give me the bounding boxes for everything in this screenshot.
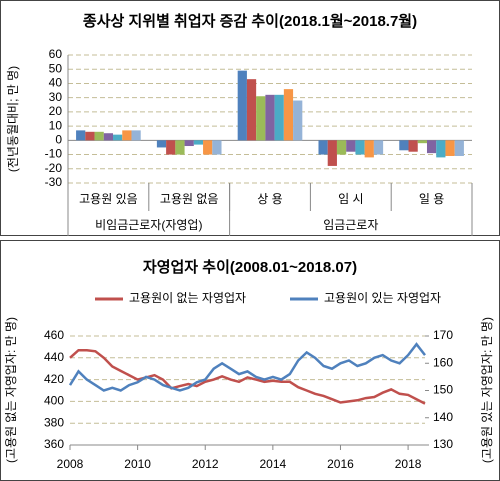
- bar: [399, 140, 409, 151]
- bar: [113, 134, 123, 141]
- x-tick-label: 상 용: [257, 192, 282, 206]
- x-tick-label: 2018: [395, 457, 422, 471]
- y-axis-label: (전년동월대비; 만 명): [6, 66, 20, 172]
- y-tick-label: -10: [45, 147, 63, 161]
- bar: [336, 140, 347, 155]
- bar: [131, 130, 141, 141]
- bar: [373, 140, 384, 155]
- y-axis-label: (고용원 없는 자영업자: 만 명): [4, 317, 18, 463]
- bar: [293, 100, 303, 141]
- bar: [364, 140, 374, 158]
- bar: [283, 89, 294, 141]
- bar: [212, 140, 222, 155]
- bar: [355, 140, 365, 155]
- y-tick-label: 20: [49, 104, 63, 118]
- bar: [175, 140, 185, 155]
- y-tick-label: 420: [44, 372, 64, 386]
- y-tick-label: 440: [44, 350, 64, 364]
- y2-tick-label: 160: [433, 355, 453, 369]
- y-tick-label: 40: [49, 76, 63, 90]
- bar: [166, 140, 176, 155]
- bar: [184, 140, 194, 147]
- bar: [318, 140, 328, 155]
- bar: [408, 140, 418, 152]
- x-tick-label: 고용원 없음: [160, 192, 219, 206]
- x-tick-label: 2010: [124, 457, 151, 471]
- y-tick-label: 400: [44, 394, 64, 408]
- y2-axis-label: (고용원 있는 자영업자: 만 명): [480, 317, 494, 463]
- y-tick-label: 10: [49, 118, 63, 132]
- bar: [85, 131, 95, 141]
- bar: [193, 140, 204, 145]
- y2-tick-label: 170: [433, 328, 453, 342]
- legend-label: 고용원이 없는 자영업자: [129, 291, 246, 305]
- y-tick-label: 460: [44, 328, 64, 342]
- y-tick-label: 60: [49, 47, 63, 61]
- y2-tick-label: 150: [433, 383, 453, 397]
- y-tick-label: 360: [44, 437, 64, 451]
- bar: [122, 130, 132, 141]
- chart-title: 종사상 지위별 취업자 증감 추이(2018.1월~2018.7월): [83, 12, 417, 30]
- x-tick-label: 일 용: [419, 192, 444, 206]
- y-tick-label: 30: [49, 90, 63, 104]
- y-tick-label: -30: [45, 175, 63, 189]
- bar: [346, 140, 356, 152]
- bar: [94, 131, 104, 141]
- x-tick-label: 2012: [192, 457, 219, 471]
- y-tick-label: -20: [45, 161, 63, 175]
- y-tick-label: 380: [44, 415, 64, 429]
- y2-tick-label: 130: [433, 437, 453, 451]
- line-series: [68, 342, 426, 392]
- bar: [237, 70, 247, 141]
- bar: [454, 140, 464, 156]
- x-tick-label: 2014: [260, 457, 287, 471]
- bar: [203, 140, 213, 155]
- bar: [246, 79, 257, 141]
- bar: [103, 133, 114, 141]
- x-tick-label: 임 시: [338, 192, 363, 206]
- chart-title: 자영업자 추이(2008.01~2018.07): [143, 258, 357, 276]
- bar: [417, 140, 427, 144]
- line-series: [69, 348, 426, 405]
- bar: [436, 140, 446, 158]
- legend-label: 고용원이 있는 자영업자: [324, 291, 441, 305]
- y-tick-label: 0: [55, 133, 62, 147]
- bar: [76, 130, 86, 141]
- y-tick-label: 50: [49, 61, 63, 75]
- x-tick-label: 2016: [327, 457, 354, 471]
- bar: [327, 140, 337, 166]
- y2-tick-label: 140: [433, 410, 453, 424]
- bar: [156, 140, 167, 148]
- group-label: 비임금근로자(자영업): [95, 218, 202, 232]
- bar: [445, 140, 455, 156]
- bar: [274, 94, 284, 141]
- bar: [256, 96, 266, 141]
- bar: [265, 94, 275, 141]
- x-tick-label: 고용원 있음: [79, 192, 138, 206]
- bar: [426, 140, 437, 154]
- group-label: 임금근로자: [323, 218, 378, 232]
- x-tick-label: 2008: [57, 457, 84, 471]
